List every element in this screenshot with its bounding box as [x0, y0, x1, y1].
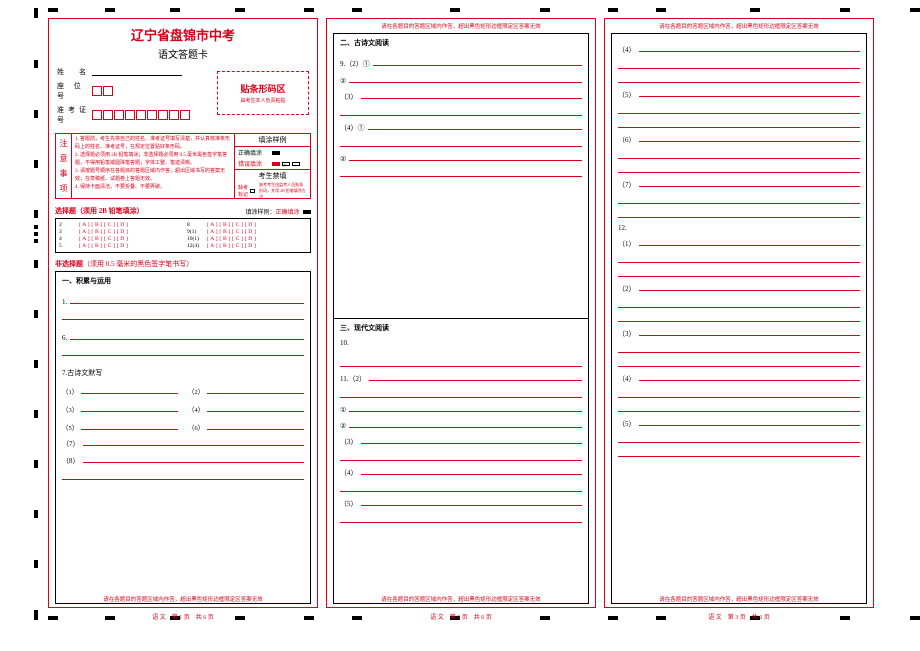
mc-row[interactable]: 2[ A ] [ B ] [ C ] [ D ] [59, 222, 179, 228]
q12-label: 12. [618, 224, 860, 232]
seat-boxes[interactable] [92, 86, 113, 96]
page-number: 语 文 第 2 页 共 6 页 [327, 612, 595, 621]
name-input-line[interactable] [92, 68, 182, 76]
mc-row[interactable]: 8[ A ] [ B ] [ C ] [ D ] [187, 222, 307, 228]
mc-header: 选择题（须用 2B 铅笔填涂）填涂样例：正确填涂 [55, 206, 311, 216]
page-1: 辽宁省盘锦市中考 语文答题卡 姓 名 座 位 号 准考证号 贴条形码区 由考生本… [48, 18, 318, 608]
wrong-fill-icon [272, 162, 280, 166]
section-3-title: 三、现代文阅读 [340, 323, 582, 333]
barcode-area: 贴条形码区 由考生本人负责粘贴 [217, 71, 309, 115]
header-note: 请在各题目的答题区域内作答，超出黑色矩形边框限定区答案无效 [327, 22, 595, 30]
answer-line[interactable] [62, 306, 304, 320]
answer-line[interactable] [70, 330, 304, 340]
answer-line[interactable] [70, 294, 304, 304]
q10-label: 10. [340, 339, 582, 347]
header-note: 请在各题目的答题区域内作答，超出黑色矩形边框限定区答案无效 [605, 22, 873, 30]
page-3: 请在各题目的答题区域内作答，超出黑色矩形边框限定区答案无效 （4） （5） （6… [604, 18, 874, 608]
notice-box: 注意事项 1. 答题前，考生先将自己的姓名、准考证号填写清楚，并认真核准条形码上… [55, 133, 311, 199]
ticket-boxes[interactable] [92, 110, 190, 120]
page3-content: （4） （5） （6） （7） 12. （1） （2） （3） （4） （5） [611, 33, 867, 604]
absent-checkbox[interactable] [250, 189, 255, 193]
mc-row[interactable]: 4[ A ] [ B ] [ C ] [ D ] [59, 236, 179, 242]
notice-text: 1. 答题前，考生先将自己的姓名、准考证号填写清楚，并认真核准条形码上的姓名、准… [72, 134, 234, 198]
absent-row: 缺考标记缺考考生由监考人员贴条形码，并用 2B 铅笔填涂左边 [235, 182, 310, 200]
footer-note: 请在各题目的答题区域内作答，超出黑色矩形边框限定区答案无效 [605, 595, 873, 603]
nonmc-header: 非选择题（须用 0.5 毫米的黑色签字笔书写） [55, 259, 311, 269]
page-number: 语 文 第 1 页 共 6 页 [49, 612, 317, 621]
q7-label: 7.古诗文默写 [62, 368, 304, 378]
page-number: 语 文 第 3 页 共 6 页 [605, 612, 873, 621]
page-2: 请在各题目的答题区域内作答，超出黑色矩形边框限定区答案无效 二、古诗文阅读 9.… [326, 18, 596, 608]
footer-note: 请在各题目的答题区域内作答，超出黑色矩形边框限定区答案无效 [327, 595, 595, 603]
exam-subtitle: 语文答题卡 [49, 46, 317, 61]
mc-grid: 2[ A ] [ B ] [ C ] [ D ] 8[ A ] [ B ] [ … [55, 218, 311, 253]
page1-content: 一、积累与运用 1. 6. 7.古诗文默写 （1）（2） （3）（4） （5）（… [55, 271, 311, 604]
sample-box: 填涂样例 正确填涂 错误填涂 考生禁填 缺考标记缺考考生由监考人员贴条形码，并用… [234, 134, 310, 198]
mc-row[interactable]: 5[ A ] [ B ] [ C ] [ D ] [59, 243, 179, 249]
mc-row[interactable]: 9(1)[ A ] [ B ] [ C ] [ D ] [187, 229, 307, 235]
section-2-title: 二、古诗文阅读 [340, 38, 582, 48]
exam-title: 辽宁省盘锦市中考 [49, 25, 317, 44]
correct-fill-icon [272, 151, 280, 155]
footer-note: 请在各题目的答题区域内作答，超出黑色矩形边框限定区答案无效 [49, 595, 317, 603]
mc-row[interactable]: 3[ A ] [ B ] [ C ] [ D ] [59, 229, 179, 235]
section-1-title: 一、积累与运用 [62, 276, 304, 286]
answer-line[interactable] [62, 342, 304, 356]
notice-heading: 注意事项 [56, 134, 72, 198]
page2-content: 二、古诗文阅读 9.（2）① ② （3） （4）① ② 三、现代文阅读 10. … [333, 33, 589, 604]
mc-row[interactable]: 10(1)[ A ] [ B ] [ C ] [ D ] [187, 236, 307, 242]
mc-row[interactable]: 12(4)[ A ] [ B ] [ C ] [ D ] [187, 243, 307, 249]
